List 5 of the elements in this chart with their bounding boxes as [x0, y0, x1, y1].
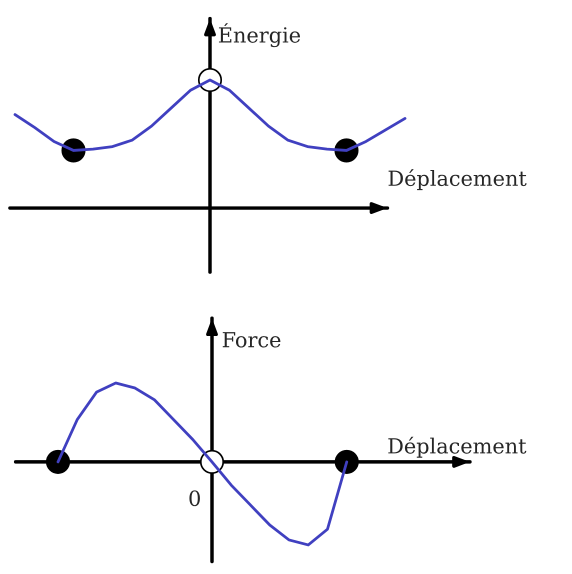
x-axis-title: Déplacement: [388, 169, 527, 190]
annotation: 0: [189, 490, 200, 506]
y-axis-title: Énergie: [218, 23, 300, 48]
x-axis-title: Déplacement: [388, 436, 526, 458]
y-axis-title: Force: [222, 332, 280, 348]
